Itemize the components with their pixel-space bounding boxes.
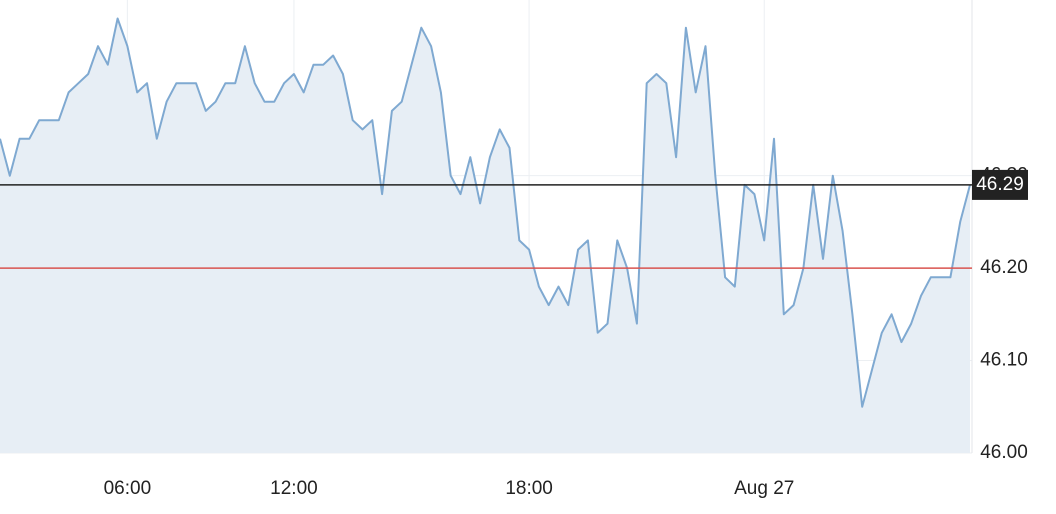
- x-tick-label: 06:00: [104, 478, 152, 499]
- y-tick-label: 46.20: [980, 257, 1028, 278]
- x-tick-label: 12:00: [270, 478, 318, 499]
- area: [0, 18, 970, 453]
- price-label-box: [972, 169, 1028, 200]
- y-tick-label: 46.00: [980, 442, 1028, 463]
- line: [0, 17, 971, 408]
- x-tick-label: Aug 27: [734, 478, 794, 499]
- axis-background: [972, 0, 1056, 514]
- y-tick-label: 46.10: [980, 350, 1028, 371]
- x-tick-label: 18:00: [505, 478, 553, 499]
- price-label: 46.29: [976, 174, 1024, 195]
